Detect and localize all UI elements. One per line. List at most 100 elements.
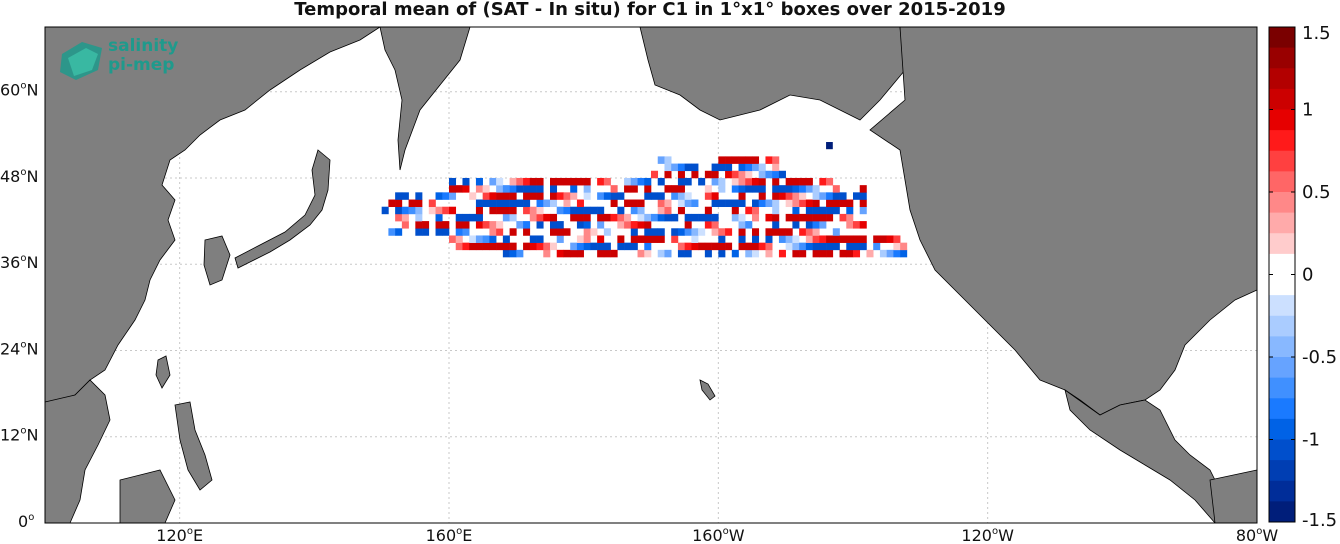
- anomaly-cell: [664, 163, 672, 172]
- anomaly-cell: [475, 221, 483, 229]
- anomaly-cell: [677, 228, 685, 236]
- anomaly-cell: [711, 170, 719, 179]
- anomaly-cell: [704, 242, 712, 251]
- anomaly-cell: [529, 242, 537, 251]
- hemisphere-letter: N: [26, 81, 38, 100]
- anomaly-cell: [509, 177, 517, 186]
- anomaly-cell: [853, 235, 861, 243]
- anomaly-cell: [482, 242, 490, 251]
- anomaly-cell: [556, 249, 564, 258]
- anomaly-cell: [765, 242, 773, 251]
- anomaly-cell: [879, 235, 887, 243]
- anomaly-cell: [475, 213, 483, 222]
- anomaly-cell: [529, 192, 537, 200]
- anomaly-cell: [738, 192, 746, 200]
- anomaly-cell: [758, 242, 766, 251]
- anomaly-cell: [489, 206, 497, 215]
- anomaly-cell: [563, 228, 571, 236]
- lon-tick-label: 120oW: [961, 526, 1014, 544]
- anomaly-cell: [644, 192, 652, 200]
- anomaly-cell: [556, 221, 564, 229]
- anomaly-cell: [738, 221, 746, 229]
- anomaly-cell: [489, 192, 497, 200]
- anomaly-cell: [792, 242, 800, 251]
- anomaly-cell: [758, 199, 766, 208]
- anomaly-cell: [745, 249, 753, 258]
- lat-tick-label: 24oN: [0, 339, 38, 358]
- anomaly-cell: [603, 192, 611, 200]
- anomaly-cell: [839, 249, 847, 258]
- anomaly-cell: [711, 192, 719, 200]
- anomaly-cell: [859, 206, 867, 215]
- anomaly-cell: [664, 249, 672, 258]
- colorbar: 1.5 1 0.5 0 -0.5 -1 -1.5: [1268, 23, 1337, 531]
- anomaly-cell: [738, 156, 746, 164]
- anomaly-cell: [529, 206, 537, 215]
- anomaly-cell: [752, 199, 760, 208]
- anomaly-cell: [677, 177, 685, 186]
- colorbar-step: [1269, 150, 1295, 172]
- anomaly-cell: [657, 235, 665, 243]
- anomaly-cell: [718, 177, 726, 186]
- hemisphere-letter: W: [998, 526, 1014, 544]
- anomaly-cell: [664, 199, 672, 208]
- korea-peninsula: [203, 235, 231, 286]
- anomaly-cell: [583, 192, 591, 200]
- anomaly-cell: [812, 235, 820, 243]
- salinity-pi-mep-logo: salinity pi-mep: [58, 36, 198, 86]
- anomaly-cell: [832, 199, 840, 208]
- anomaly-cell: [819, 221, 827, 229]
- anomaly-cell: [556, 177, 564, 186]
- anomaly-cell: [570, 242, 578, 251]
- anomaly-cell: [576, 221, 584, 229]
- anomaly-cell: [590, 206, 598, 215]
- anomaly-cell: [576, 213, 584, 222]
- anomaly-cell: [502, 213, 510, 222]
- colorbar-tick-label: 0.5: [1302, 182, 1331, 203]
- hemisphere-letter: N: [26, 339, 38, 358]
- anomaly-cell: [772, 192, 780, 200]
- anomaly-cell: [846, 235, 854, 243]
- anomaly-cell: [772, 206, 780, 215]
- anomaly-cell: [691, 163, 699, 172]
- anomaly-cell: [805, 242, 813, 251]
- anomaly-cell: [792, 192, 800, 200]
- anomaly-cell: [462, 228, 470, 236]
- anomaly-cell: [435, 206, 443, 215]
- anomaly-cell: [731, 156, 739, 164]
- colorbar-step: [1269, 336, 1295, 358]
- map-frame: [44, 26, 1258, 524]
- hemisphere-letter: E: [462, 526, 472, 544]
- anomaly-cell: [428, 206, 436, 215]
- anomaly-cell: [523, 185, 531, 193]
- anomaly-cell: [778, 185, 786, 193]
- anomaly-cell: [550, 185, 558, 193]
- anomaly-cell: [482, 221, 490, 229]
- anomaly-cell: [550, 228, 558, 236]
- anomaly-cell: [839, 199, 847, 208]
- anomaly-cell: [489, 177, 497, 186]
- anomaly-cell: [543, 213, 551, 222]
- anomaly-cell: [496, 221, 504, 229]
- anomaly-cell: [792, 177, 800, 186]
- anomaly-cell: [482, 235, 490, 243]
- anomaly-cell: [516, 249, 524, 258]
- longitude-labels: 120oE 160oE 160oW 120oW 80oW: [156, 526, 1278, 544]
- colorbar-step: [1269, 130, 1295, 152]
- anomaly-cell: [489, 242, 497, 251]
- anomaly-cell: [805, 235, 813, 243]
- degree-symbol: o: [723, 526, 729, 537]
- anomaly-cell: [610, 249, 618, 258]
- anomaly-cell: [401, 192, 409, 200]
- colorbar-step: [1269, 68, 1295, 90]
- anomaly-cell: [536, 235, 544, 243]
- anomaly-cell: [442, 228, 450, 236]
- logo-text-pi-mep: pi-mep: [108, 55, 175, 75]
- anomaly-cell: [644, 249, 652, 258]
- anomaly-cell: [388, 199, 396, 208]
- anomaly-cell: [752, 156, 760, 164]
- anomaly-cell: [563, 177, 571, 186]
- anomaly-cell: [805, 213, 813, 222]
- asia-landmass: [44, 26, 382, 403]
- anomaly-cell: [556, 192, 564, 200]
